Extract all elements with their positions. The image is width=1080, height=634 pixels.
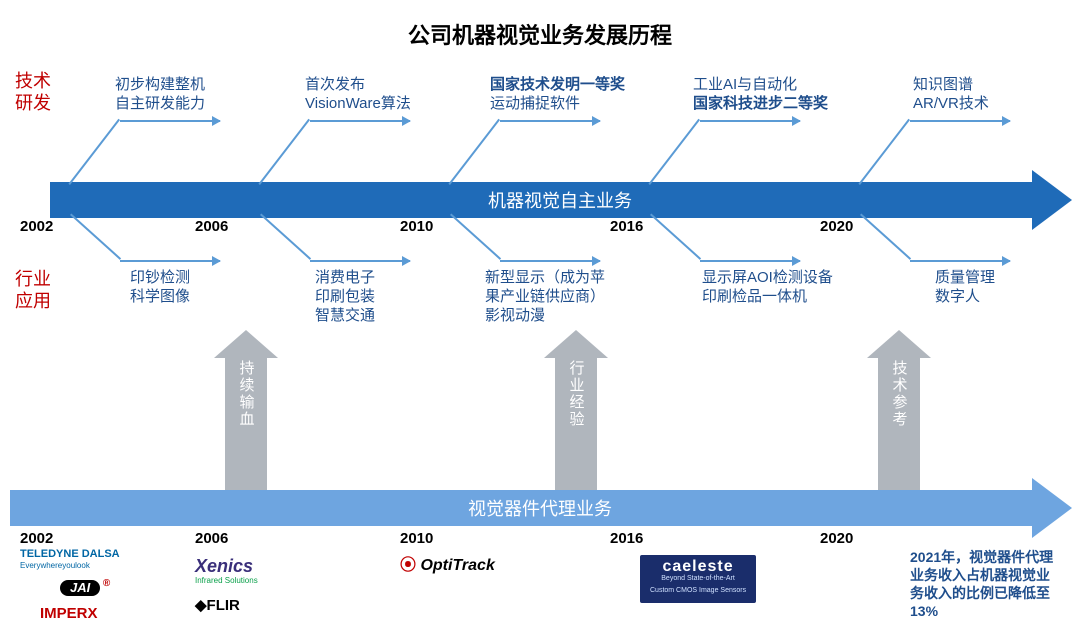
tech-milestone: 工业AI与自动化 国家科技进步二等奖: [693, 75, 828, 113]
up-arrow-label: 持续输血: [236, 360, 257, 428]
page-title: 公司机器视觉业务发展历程: [0, 18, 1080, 50]
lower-arrow-label: 视觉器件代理业务: [468, 495, 612, 521]
partner-logo: ⦿ OptiTrack: [400, 560, 495, 573]
main-arrow: 机器视觉自主业务: [50, 182, 1070, 218]
row-label-tech: 技术 研发: [15, 70, 51, 114]
industry-milestone: 显示屏AOI检测设备 印刷检品一体机: [702, 268, 833, 306]
partner-logo: XenicsInfrared Solutions: [195, 560, 258, 587]
industry-milestone: 新型显示（成为苹 果产业链供应商） 影视动漫: [485, 268, 605, 325]
main-arrow-label: 机器视觉自主业务: [488, 187, 632, 213]
lower-arrow: 视觉器件代理业务: [10, 490, 1070, 526]
tech-milestone: 首次发布 VisionWare算法: [305, 75, 411, 113]
up-arrow: 行业经验: [555, 330, 597, 490]
partner-logo: ◆FLIR: [195, 600, 240, 613]
up-arrow: 技术参考: [878, 330, 920, 490]
partner-logo: TELEDYNE DALSAEverywhereyoulook: [20, 548, 120, 572]
industry-milestone: 印钞检测 科学图像: [130, 268, 190, 306]
row-label-industry: 行业 应用: [15, 268, 51, 312]
tech-milestone: 初步构建整机 自主研发能力: [115, 75, 205, 113]
footnote: 2021年，视觉器件代理业务收入占机器视觉业务收入的比例已降低至13%: [910, 548, 1060, 620]
up-arrow-label: 行业经验: [566, 360, 587, 428]
industry-milestone: 消费电子 印刷包装 智慧交通: [315, 268, 375, 325]
up-arrow-label: 技术参考: [889, 360, 910, 428]
partner-logo: caelesteBeyond State-of-the-Art Custom C…: [640, 555, 756, 603]
partner-logo: JAI®: [60, 580, 100, 596]
tech-milestone: 国家技术发明一等奖 运动捕捉软件: [490, 75, 625, 113]
tech-milestone: 知识图谱 AR/VR技术: [913, 75, 989, 113]
industry-milestone: 质量管理 数字人: [935, 268, 995, 306]
partner-logo: IMPERX: [40, 608, 98, 621]
up-arrow: 持续输血: [225, 330, 267, 490]
